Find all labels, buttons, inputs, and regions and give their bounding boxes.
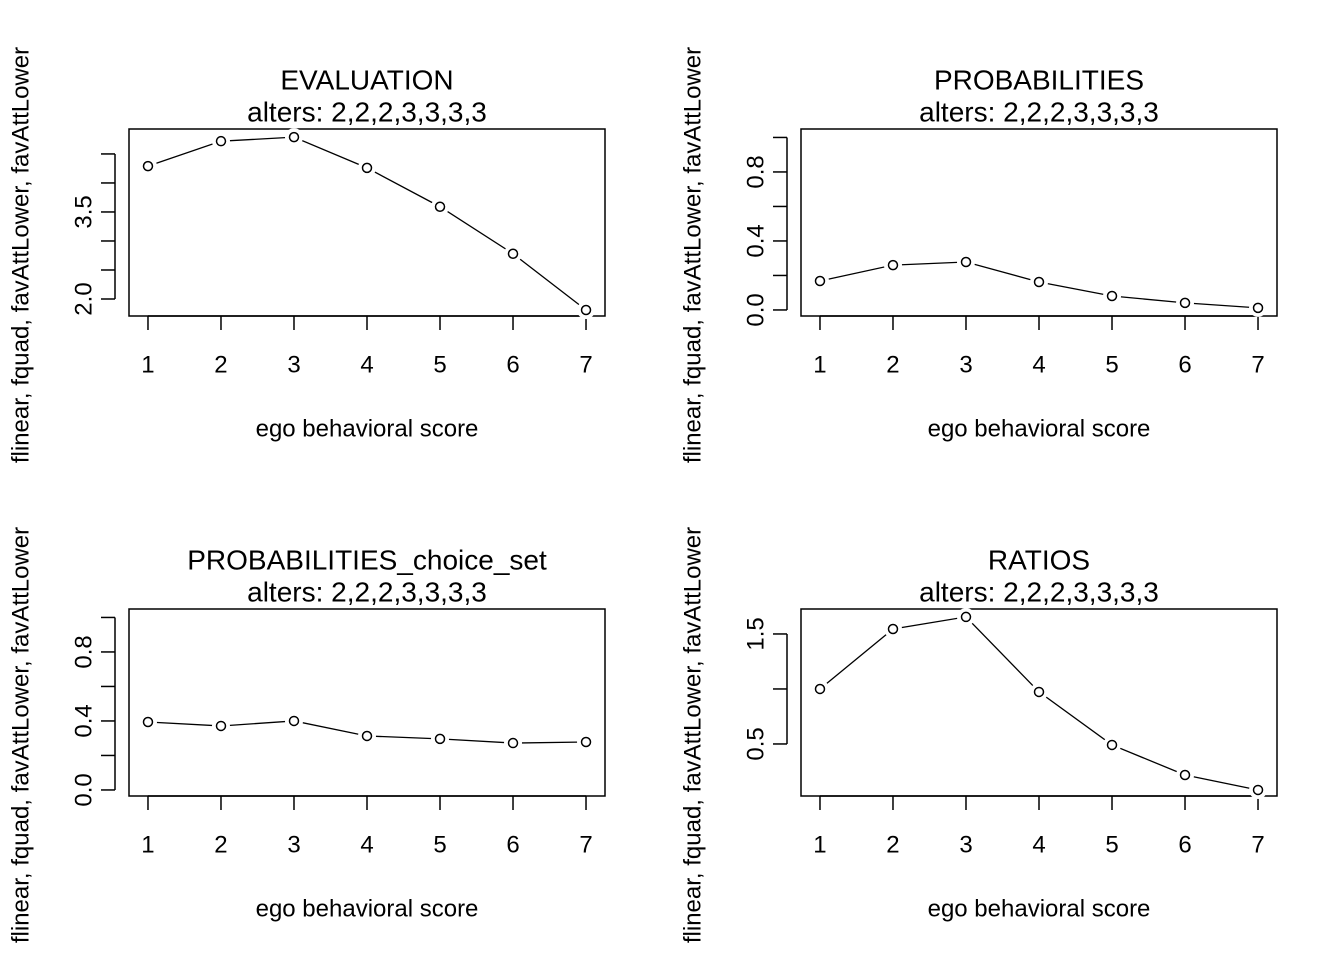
point [960,256,972,268]
y-axis-label: flinear, fquad, favAttLower, favAttLower [7,47,34,463]
x-tick-label: 5 [433,831,446,858]
point [887,259,899,271]
y-tick-label: 2.0 [70,282,97,315]
x-axis-label: ego behavioral score [928,415,1151,442]
point [142,160,154,172]
x-tick-label: 3 [287,351,300,378]
x-tick-label: 1 [813,831,826,858]
point [434,733,446,745]
x-tick-label: 2 [886,831,899,858]
point [887,623,899,635]
point [142,716,154,728]
point [814,275,826,287]
point [361,162,373,174]
y-axis-label: flinear, fquad, favAttLower, favAttLower [679,47,706,463]
x-tick-label: 4 [1032,351,1045,378]
chart-title: PROBABILITIES_choice_set [187,544,547,575]
point [215,135,227,147]
x-tick-label: 6 [1178,351,1191,378]
point [814,683,826,695]
x-tick-label: 3 [287,831,300,858]
x-tick-label: 6 [506,351,519,378]
chart-subtitle: alters: 2,2,2,3,3,3,3 [247,576,487,607]
x-tick-label: 4 [1032,831,1045,858]
chart-subtitle: alters: 2,2,2,3,3,3,3 [247,96,487,127]
x-tick-label: 5 [433,351,446,378]
point [215,720,227,732]
y-tick-label: 0.4 [742,224,769,257]
point [1179,769,1191,781]
point [1179,297,1191,309]
x-tick-label: 2 [214,351,227,378]
plot-box [800,608,1278,797]
x-tick-label: 2 [214,831,227,858]
point [1033,276,1045,288]
x-tick-label: 3 [959,351,972,378]
y-tick-label: 0.8 [70,635,97,668]
y-tick-label: 0.0 [742,293,769,326]
y-tick-label: 0.5 [742,727,769,760]
point [288,131,300,143]
point [580,304,592,316]
x-tick-label: 7 [1251,831,1264,858]
y-tick-label: 0.4 [70,704,97,737]
x-tick-label: 1 [813,351,826,378]
x-tick-label: 4 [360,351,373,378]
x-tick-label: 1 [141,831,154,858]
point [1106,739,1118,751]
point [507,248,519,259]
chart-subtitle: alters: 2,2,2,3,3,3,3 [919,96,1159,127]
x-tick-label: 6 [506,831,519,858]
point [288,715,300,727]
point [1033,686,1045,698]
x-tick-label: 7 [579,831,592,858]
y-tick-label: 3.5 [70,195,97,228]
x-tick-label: 6 [1178,831,1191,858]
y-tick-label: 0.8 [742,155,769,188]
chart-title: RATIOS [988,544,1090,575]
y-axis-label: flinear, fquad, favAttLower, favAttLower [679,527,706,943]
line [819,616,1259,791]
point [1252,784,1264,796]
point [507,737,519,749]
point [361,730,373,742]
point [960,611,972,623]
point [434,201,446,212]
y-axis-label: flinear, fquad, favAttLower, favAttLower [7,527,34,943]
x-tick-label: 2 [886,351,899,378]
x-axis-label: ego behavioral score [256,415,479,442]
x-tick-label: 7 [1251,351,1264,378]
x-tick-label: 7 [579,351,592,378]
chart-title: PROBABILITIES [934,64,1144,95]
x-tick-label: 1 [141,351,154,378]
y-tick-label: 1.5 [742,617,769,650]
chart-subtitle: alters: 2,2,2,3,3,3,3 [919,576,1159,607]
x-axis-label: ego behavioral score [928,895,1151,922]
point [1106,290,1118,302]
x-tick-label: 3 [959,831,972,858]
chart-title: EVALUATION [280,64,453,95]
plot-box [128,128,606,317]
x-axis-label: ego behavioral score [256,895,479,922]
point [580,736,592,748]
x-tick-label: 4 [360,831,373,858]
y-tick-label: 0.0 [70,773,97,806]
x-tick-label: 5 [1105,831,1118,858]
x-tick-label: 5 [1105,351,1118,378]
point [1252,302,1264,314]
plot-box [128,608,606,797]
